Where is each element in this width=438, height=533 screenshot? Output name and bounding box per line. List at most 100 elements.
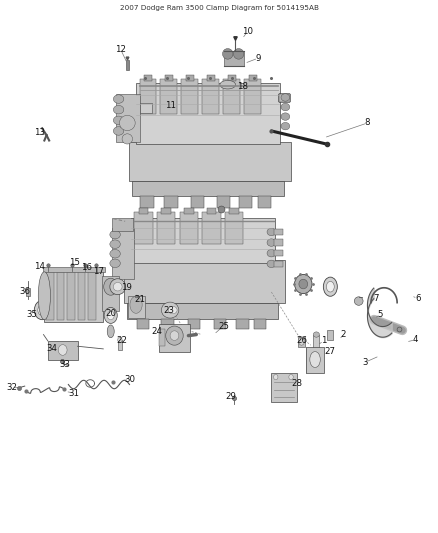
Text: 20: 20 [105, 309, 116, 318]
Ellipse shape [38, 305, 46, 316]
Ellipse shape [104, 308, 117, 324]
Bar [130, 142, 291, 181]
Text: 26: 26 [297, 336, 307, 345]
Bar [67, 271, 75, 320]
Bar [279, 94, 290, 102]
Text: 27: 27 [324, 347, 335, 356]
Bar [165, 75, 173, 82]
Text: 28: 28 [291, 379, 302, 388]
Bar [144, 75, 152, 82]
Bar [46, 271, 54, 320]
Bar [48, 341, 78, 360]
Ellipse shape [310, 352, 320, 368]
Bar [202, 79, 219, 114]
Bar [225, 212, 244, 244]
Ellipse shape [313, 332, 319, 337]
Bar [127, 303, 278, 319]
Text: 6: 6 [415, 294, 420, 303]
Text: 34: 34 [47, 344, 58, 353]
Ellipse shape [323, 277, 337, 296]
Ellipse shape [122, 134, 133, 144]
Bar [78, 271, 85, 320]
Bar [140, 79, 156, 114]
Text: 14: 14 [35, 262, 46, 271]
Ellipse shape [113, 106, 124, 114]
Text: 29: 29 [225, 392, 236, 401]
Bar [254, 319, 266, 329]
Ellipse shape [110, 249, 120, 258]
Bar [239, 196, 252, 208]
Text: 1: 1 [321, 336, 327, 345]
Bar [327, 330, 332, 340]
Bar [274, 250, 283, 256]
Text: 35: 35 [27, 310, 38, 319]
Text: 10: 10 [242, 27, 253, 36]
Bar [244, 79, 261, 114]
Bar [26, 288, 29, 296]
Bar [159, 329, 165, 346]
Ellipse shape [294, 274, 312, 294]
Text: 8: 8 [365, 118, 370, 127]
Ellipse shape [267, 249, 276, 257]
Ellipse shape [113, 95, 124, 103]
Bar [306, 348, 324, 373]
Ellipse shape [110, 259, 120, 268]
Bar [137, 319, 149, 329]
Text: 31: 31 [68, 389, 80, 398]
Text: 9: 9 [256, 54, 261, 62]
Bar [249, 75, 257, 82]
Bar [117, 94, 141, 142]
Bar [161, 208, 171, 214]
Bar [184, 208, 194, 214]
Text: 11: 11 [166, 101, 177, 110]
Bar [164, 196, 177, 208]
Bar [159, 324, 190, 352]
Text: 13: 13 [35, 128, 46, 137]
Ellipse shape [38, 272, 50, 320]
Bar [207, 208, 216, 214]
Text: 33: 33 [60, 360, 71, 369]
Bar [140, 103, 152, 114]
Bar [57, 271, 64, 320]
Bar [274, 261, 283, 267]
Bar [313, 335, 319, 348]
Text: 2: 2 [341, 330, 346, 339]
Bar [297, 337, 305, 348]
Ellipse shape [326, 281, 334, 292]
Ellipse shape [220, 80, 236, 89]
Text: 15: 15 [68, 259, 80, 267]
Ellipse shape [161, 302, 179, 318]
Bar [102, 276, 119, 311]
Bar [161, 319, 173, 329]
Text: 17: 17 [93, 268, 104, 276]
Text: 19: 19 [121, 283, 132, 292]
Bar [207, 75, 215, 82]
Ellipse shape [299, 279, 307, 289]
Bar [124, 260, 286, 303]
Text: 7: 7 [374, 294, 379, 303]
Ellipse shape [281, 123, 290, 130]
Ellipse shape [130, 296, 142, 313]
Ellipse shape [104, 278, 118, 295]
Ellipse shape [58, 345, 67, 356]
Bar [274, 239, 283, 246]
Ellipse shape [110, 240, 120, 248]
Bar [128, 296, 145, 318]
Bar [43, 266, 105, 272]
Bar [272, 373, 297, 402]
Ellipse shape [107, 311, 114, 320]
Ellipse shape [110, 279, 126, 295]
Bar [126, 60, 129, 70]
Bar [279, 94, 290, 102]
Bar [88, 271, 96, 320]
Ellipse shape [354, 297, 363, 305]
Ellipse shape [34, 301, 50, 320]
Bar [136, 83, 280, 144]
Text: 30: 30 [124, 375, 135, 384]
Bar [258, 196, 272, 208]
Bar [217, 196, 230, 208]
Ellipse shape [274, 374, 278, 379]
Bar [186, 75, 194, 82]
Text: 22: 22 [117, 336, 127, 345]
Ellipse shape [281, 103, 290, 111]
